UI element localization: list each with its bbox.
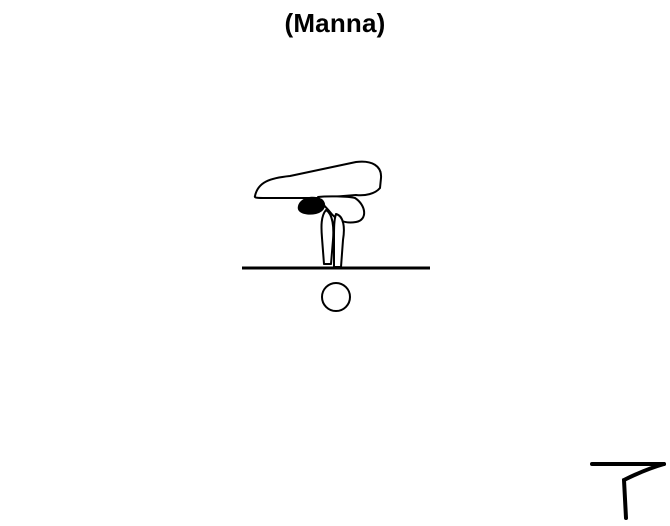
- circle-support-icon: [321, 282, 351, 312]
- gymnast-manna-pose-icon: [253, 160, 383, 268]
- page-title: (Manna): [284, 8, 386, 38]
- corner-mark-icon: [590, 462, 666, 520]
- gymnast-head-icon: [297, 196, 326, 215]
